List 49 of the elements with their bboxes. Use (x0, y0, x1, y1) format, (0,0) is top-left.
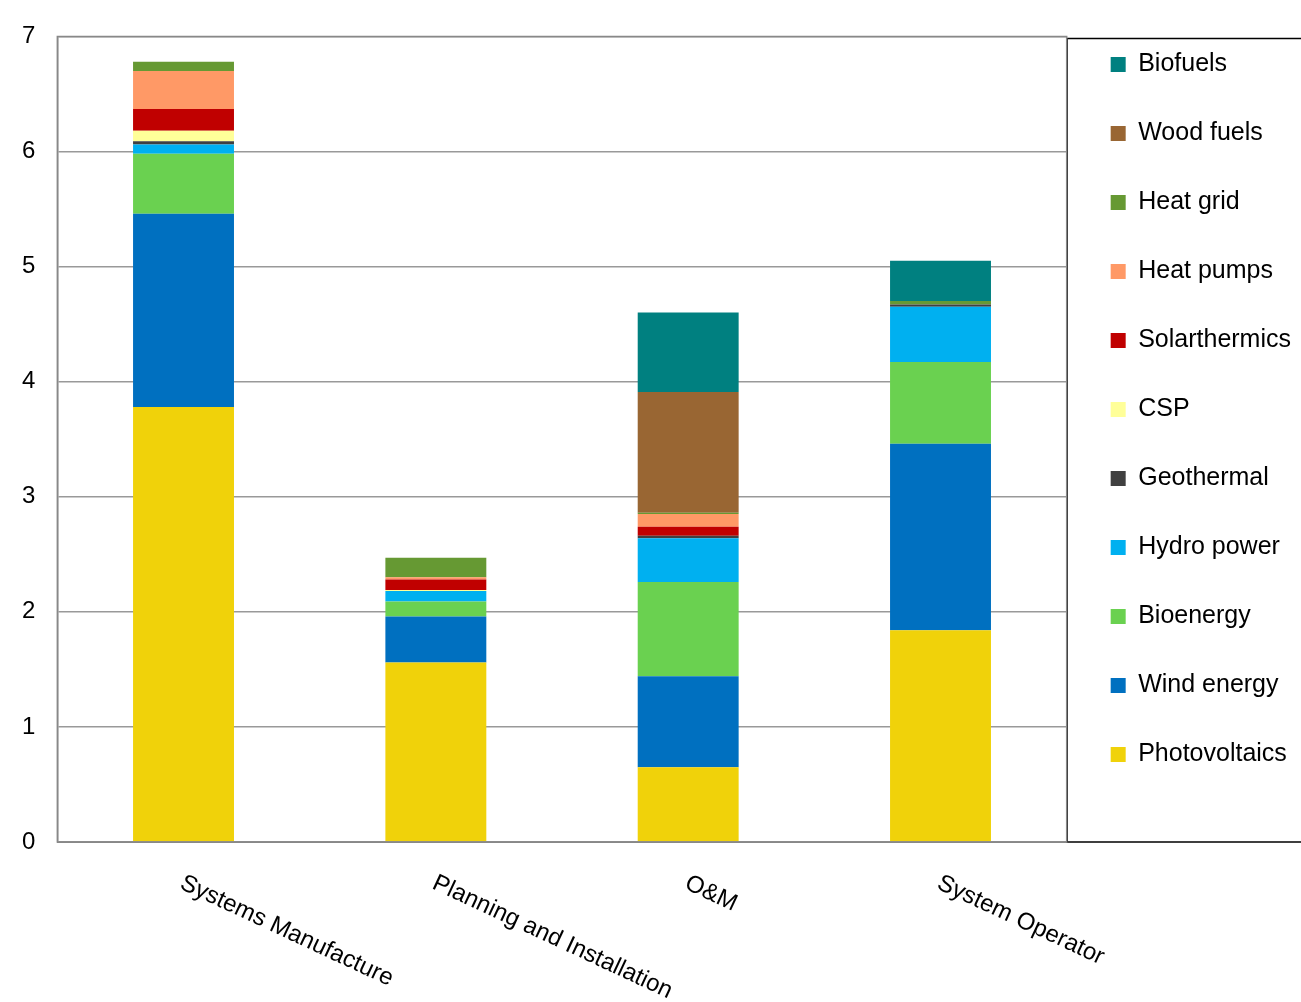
bar (890, 306, 991, 363)
y-tick-label: 5 (21, 251, 36, 279)
bar (637, 526, 739, 536)
y-tick-label: 4 (21, 366, 36, 394)
y-tick-label: 2 (21, 596, 36, 624)
bar (133, 213, 234, 407)
legend-label: Heat grid (1138, 186, 1240, 215)
bar (890, 362, 991, 444)
bar (133, 108, 234, 131)
bar (133, 406, 234, 842)
bar (133, 141, 234, 145)
y-tick-label: 7 (21, 21, 36, 49)
bar (133, 144, 234, 154)
legend-label: Biofuels (1138, 48, 1228, 77)
legend-label: Bioenergy (1138, 600, 1252, 629)
legend-label: CSP (1138, 393, 1190, 422)
bar (637, 312, 739, 393)
bar (133, 153, 234, 214)
legend-label: Wind energy (1138, 669, 1280, 698)
legend-label: Solarthermics (1138, 324, 1292, 353)
bar (385, 577, 487, 580)
bar (133, 130, 234, 142)
legend-label: Geothermal (1138, 462, 1269, 491)
bar (385, 662, 487, 842)
bar (133, 61, 234, 71)
bar (385, 579, 487, 590)
bar (637, 392, 739, 513)
legend-label: Wood fuels (1138, 117, 1263, 146)
y-tick-label: 6 (21, 136, 36, 164)
bar (385, 557, 487, 578)
bar (385, 601, 487, 617)
bar (890, 443, 991, 631)
legend-label: Photovoltaics (1138, 738, 1287, 767)
y-tick-label: 0 (21, 826, 36, 854)
bar (637, 581, 739, 677)
bar (637, 767, 739, 842)
y-tick-label: 3 (21, 481, 36, 509)
bar (385, 616, 487, 663)
x-tick-label: O&M (681, 868, 743, 916)
bar (637, 676, 739, 768)
bar (890, 630, 991, 842)
y-tick-label: 1 (21, 711, 36, 739)
legend-label: Hydro power (1138, 531, 1280, 560)
bar (385, 591, 487, 602)
bar (637, 538, 739, 582)
bar (637, 514, 739, 527)
bar (133, 70, 234, 109)
legend-label: Heat pumps (1138, 255, 1273, 284)
bar (890, 260, 991, 302)
